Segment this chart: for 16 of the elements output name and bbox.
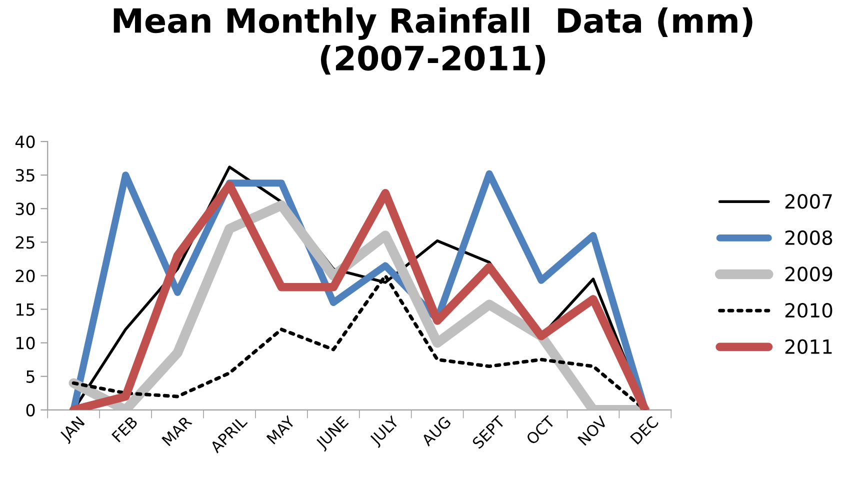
y-tick-label: 15 [16, 303, 34, 316]
x-tick-label: FEB [112, 416, 138, 442]
y-tick-label: 30 [16, 202, 35, 216]
legend-label: 2008 [785, 230, 832, 246]
y-tick-label: 20 [16, 270, 35, 282]
y-tick-label: 0 [26, 404, 35, 416]
y-tick-label: 5 [26, 370, 34, 383]
chart-title: Mean Monthly Rainfall Data (mm) (2007-2011) [114, 7, 752, 75]
legend-label: 2009 [785, 266, 832, 282]
y-tick-label: 10 [16, 336, 35, 350]
y-tick-label: 35 [16, 169, 34, 182]
legend-label: 2010 [785, 302, 832, 318]
y-tick-label: 40 [15, 135, 35, 148]
y-tick-label: 25 [16, 236, 34, 249]
legend-label: 2007 [785, 194, 832, 209]
legend-label: 2011 [785, 339, 832, 354]
